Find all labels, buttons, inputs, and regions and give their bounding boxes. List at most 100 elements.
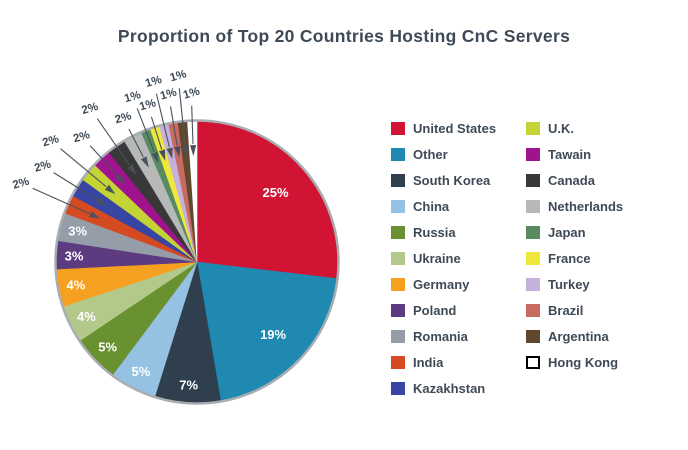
legend-label: India	[413, 354, 444, 370]
legend-label: Kazakhstan	[413, 380, 486, 396]
leader-line	[178, 88, 186, 145]
legend-swatch-russia	[391, 225, 405, 239]
legend-item-hong-kong: Hong Kong	[526, 354, 676, 370]
pie-callout-label-turkey: 1%	[144, 74, 163, 90]
legend-swatch-ukraine	[391, 251, 405, 265]
legend-item-netherlands: Netherlands	[526, 198, 676, 214]
pie-slice-label-south-korea: 7%	[179, 377, 198, 392]
leader-arrowhead-icon	[174, 146, 181, 158]
pie-callout-hong-kong	[189, 105, 197, 157]
pie-callout-netherlands	[128, 128, 149, 168]
leader-arrowhead-icon	[104, 184, 116, 195]
pie-callout-label-u-k: 2%	[41, 133, 60, 149]
pie-slice-label-united-states: 25%	[262, 185, 288, 200]
legend-swatch-canada	[526, 173, 540, 187]
pie-slice-label-romania: 3%	[68, 224, 87, 239]
legend-item-germany: Germany	[391, 276, 526, 292]
legend-item-romania: Romania	[391, 328, 526, 344]
legend-swatch-india	[391, 355, 405, 369]
pie-slice-label-poland: 3%	[65, 248, 84, 263]
pie-callout-label-tawain: 2%	[72, 129, 91, 145]
pie-callout-label-argentina: 1%	[169, 68, 188, 84]
legend-swatch-argentina	[526, 329, 540, 343]
leader-arrowhead-icon	[96, 197, 107, 206]
pie-rim	[54, 119, 340, 405]
legend-label: Germany	[413, 276, 470, 292]
legend-swatch-hong-kong	[526, 355, 540, 369]
pie-callout-label-netherlands: 2%	[114, 110, 133, 126]
leader-arrowhead-icon	[166, 147, 173, 159]
legend-label: Brazil	[548, 302, 584, 318]
legend-item-china: China	[391, 198, 526, 214]
pie-callout-label-india: 2%	[11, 176, 30, 192]
legend-swatch-china	[391, 199, 405, 213]
legend-item-united-states: United States	[391, 120, 526, 136]
pie-callout-tawain	[89, 145, 126, 184]
legend-item-canada: Canada	[526, 172, 676, 188]
leader-arrowhead-icon	[115, 173, 126, 184]
leader-line	[150, 116, 163, 150]
legend-label: Canada	[548, 172, 595, 188]
legend-label: U.K.	[548, 120, 574, 136]
legend-swatch-south-korea	[391, 173, 405, 187]
chart-title: Proportion of Top 20 Countries Hosting C…	[117, 26, 571, 46]
pie-callout-japan	[136, 108, 159, 164]
legend-item-ukraine: Ukraine	[391, 250, 526, 266]
legend-label: Turkey	[548, 276, 590, 292]
leader-arrowhead-icon	[140, 156, 149, 168]
pie-callout-india	[32, 187, 101, 219]
legend-item-brazil: Brazil	[526, 302, 676, 318]
legend-label: France	[548, 250, 591, 266]
legend-label: Netherlands	[548, 198, 624, 214]
legend-item-poland: Poland	[391, 303, 526, 318]
leader-arrowhead-icon	[89, 211, 101, 219]
leader-line	[191, 105, 194, 145]
pie-slice-label-germany: 4%	[67, 277, 86, 292]
legend-item-argentina: Argentina	[526, 328, 676, 344]
pie-callout-turkey	[155, 93, 173, 159]
legend-swatch-other	[391, 147, 405, 161]
legend-swatch-tawain	[526, 147, 540, 161]
leader-line	[136, 108, 155, 153]
pie-callout-u-k	[60, 148, 116, 195]
legend-item-france: France	[526, 250, 676, 266]
legend-label: Argentina	[548, 328, 609, 344]
leader-arrowhead-icon	[158, 149, 166, 161]
pie-callout-label-kazakhstan: 2%	[33, 159, 52, 175]
pie-callout-label-brazil: 1%	[159, 87, 178, 103]
pie-slice-label-ukraine: 4%	[77, 309, 96, 324]
legend-swatch-germany	[391, 277, 405, 291]
pie-callout-brazil	[169, 106, 181, 158]
leader-line	[60, 148, 107, 188]
leader-line	[128, 128, 144, 158]
legend-label: Ukraine	[413, 250, 461, 266]
legend-label: China	[413, 198, 450, 214]
legend-label: South Korea	[413, 172, 491, 188]
pie-slice-other	[196, 261, 337, 401]
pie-callout-france	[150, 116, 166, 161]
legend-swatch-japan	[526, 225, 540, 239]
legend-item-kazakhstan: Kazakhstan	[391, 380, 526, 396]
legend-swatch-brazil	[526, 303, 540, 317]
legend-item-turkey: Turkey	[526, 276, 676, 292]
legend-label: United States	[413, 120, 497, 136]
legend-swatch-romania	[391, 329, 405, 343]
leader-line	[155, 93, 170, 148]
legend-swatch-france	[526, 251, 540, 265]
pie-callout-label-canada: 2%	[80, 101, 99, 117]
leader-line	[96, 118, 131, 166]
legend-item-japan: Japan	[526, 225, 676, 240]
legend-swatch-turkey	[526, 277, 540, 291]
pie-callout-label-hong-kong: 1%	[182, 86, 201, 102]
legend-swatch-u-k	[526, 121, 540, 135]
leader-line	[53, 172, 98, 201]
leader-arrowhead-icon	[151, 151, 159, 164]
legend-label: Other	[413, 146, 448, 162]
legend-label: Hong Kong	[548, 354, 619, 370]
legend-label: Romania	[413, 328, 468, 344]
pie-slice-label-russia: 5%	[98, 339, 117, 354]
pie-callout-kazakhstan	[53, 172, 107, 206]
pie-slice-label-china: 5%	[132, 364, 151, 379]
legend-swatch-united-states	[391, 121, 405, 135]
